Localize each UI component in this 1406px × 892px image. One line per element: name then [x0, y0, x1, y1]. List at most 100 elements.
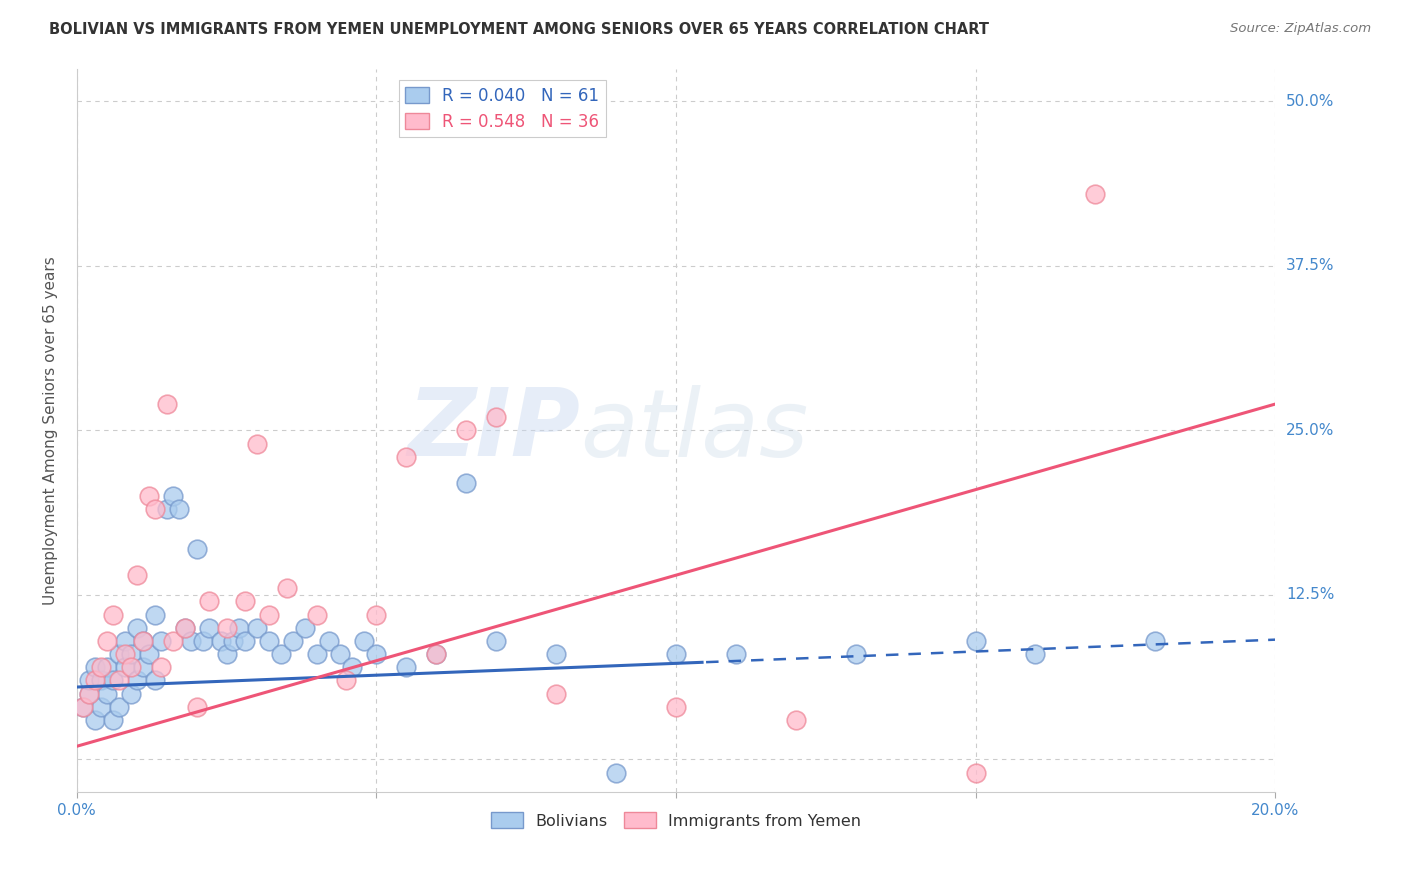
- Point: [456, 424, 478, 438]
- Point: [186, 541, 208, 556]
- Point: [143, 607, 166, 622]
- Point: [221, 634, 243, 648]
- Point: [90, 699, 112, 714]
- Point: [270, 647, 292, 661]
- Point: [215, 621, 238, 635]
- Point: [96, 634, 118, 648]
- Point: [724, 647, 747, 661]
- Point: [209, 634, 232, 648]
- Point: [120, 660, 142, 674]
- Point: [425, 647, 447, 661]
- Point: [132, 660, 155, 674]
- Point: [605, 765, 627, 780]
- Point: [186, 699, 208, 714]
- Point: [101, 607, 124, 622]
- Point: [395, 450, 418, 464]
- Point: [162, 489, 184, 503]
- Point: [456, 476, 478, 491]
- Point: [1084, 186, 1107, 201]
- Point: [108, 699, 131, 714]
- Point: [305, 607, 328, 622]
- Text: 37.5%: 37.5%: [1286, 259, 1334, 274]
- Point: [96, 687, 118, 701]
- Y-axis label: Unemployment Among Seniors over 65 years: Unemployment Among Seniors over 65 years: [44, 256, 58, 605]
- Point: [114, 634, 136, 648]
- Point: [167, 502, 190, 516]
- Point: [156, 502, 179, 516]
- Point: [90, 660, 112, 674]
- Point: [546, 687, 568, 701]
- Text: 20.0%: 20.0%: [1251, 804, 1299, 819]
- Point: [215, 647, 238, 661]
- Point: [180, 634, 202, 648]
- Point: [162, 634, 184, 648]
- Point: [77, 673, 100, 688]
- Point: [101, 673, 124, 688]
- Point: [965, 765, 987, 780]
- Text: ZIP: ZIP: [408, 384, 581, 476]
- Point: [785, 713, 807, 727]
- Point: [125, 673, 148, 688]
- Point: [114, 660, 136, 674]
- Point: [197, 594, 219, 608]
- Point: [108, 673, 131, 688]
- Point: [342, 660, 364, 674]
- Point: [294, 621, 316, 635]
- Point: [125, 621, 148, 635]
- Point: [305, 647, 328, 661]
- Point: [318, 634, 340, 648]
- Point: [665, 699, 688, 714]
- Point: [845, 647, 868, 661]
- Point: [233, 594, 256, 608]
- Point: [149, 660, 172, 674]
- Point: [191, 634, 214, 648]
- Point: [228, 621, 250, 635]
- Text: 25.0%: 25.0%: [1286, 423, 1334, 438]
- Point: [125, 568, 148, 582]
- Point: [965, 634, 987, 648]
- Text: atlas: atlas: [581, 385, 808, 476]
- Text: 50.0%: 50.0%: [1286, 94, 1334, 109]
- Point: [335, 673, 357, 688]
- Legend: Bolivians, Immigrants from Yemen: Bolivians, Immigrants from Yemen: [484, 805, 868, 835]
- Point: [173, 621, 195, 635]
- Point: [156, 397, 179, 411]
- Point: [485, 634, 508, 648]
- Point: [246, 436, 269, 450]
- Point: [96, 660, 118, 674]
- Point: [257, 607, 280, 622]
- Point: [72, 699, 94, 714]
- Point: [90, 673, 112, 688]
- Point: [83, 660, 105, 674]
- Text: 12.5%: 12.5%: [1286, 588, 1334, 602]
- Point: [197, 621, 219, 635]
- Point: [1144, 634, 1167, 648]
- Point: [108, 647, 131, 661]
- Point: [149, 634, 172, 648]
- Point: [83, 713, 105, 727]
- Point: [101, 713, 124, 727]
- Point: [233, 634, 256, 648]
- Point: [77, 687, 100, 701]
- Point: [665, 647, 688, 661]
- Point: [329, 647, 352, 661]
- Point: [546, 647, 568, 661]
- Point: [366, 647, 388, 661]
- Point: [132, 634, 155, 648]
- Point: [276, 582, 298, 596]
- Point: [143, 673, 166, 688]
- Point: [366, 607, 388, 622]
- Point: [114, 647, 136, 661]
- Point: [72, 699, 94, 714]
- Point: [281, 634, 304, 648]
- Point: [173, 621, 195, 635]
- Point: [485, 410, 508, 425]
- Point: [395, 660, 418, 674]
- Point: [138, 489, 160, 503]
- Point: [132, 634, 155, 648]
- Point: [425, 647, 447, 661]
- Point: [120, 687, 142, 701]
- Point: [83, 673, 105, 688]
- Point: [353, 634, 375, 648]
- Point: [257, 634, 280, 648]
